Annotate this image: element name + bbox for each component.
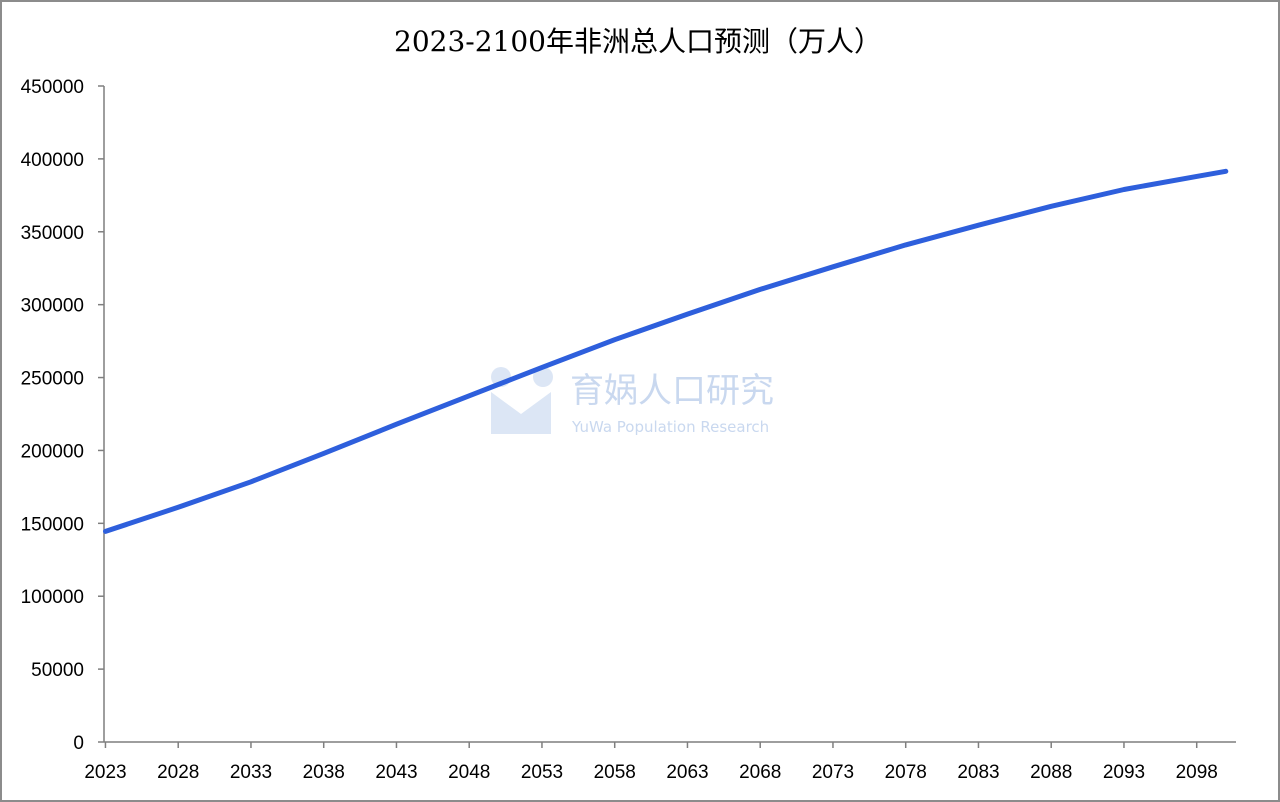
x-tick-label: 2098 (1176, 762, 1218, 783)
y-tick-label: 400000 (21, 150, 84, 171)
x-tick-label: 2063 (666, 762, 708, 783)
x-tick-label: 2068 (739, 762, 781, 783)
x-tick-label: 2053 (521, 762, 563, 783)
watermark: 育娲人口研究 YuWa Population Research (491, 367, 774, 436)
x-tick-label: 2038 (303, 762, 345, 783)
x-tick-label: 2083 (957, 762, 999, 783)
y-tick-label: 450000 (21, 77, 84, 98)
y-tick-label: 100000 (21, 587, 84, 608)
y-tick-label: 150000 (21, 514, 84, 535)
watermark-main-text: 育娲人口研究 (570, 371, 774, 411)
y-tick-label: 250000 (21, 369, 84, 390)
x-tick-label: 2048 (448, 762, 490, 783)
x-tick-labels: 2023 2028 2033 2038 2043 2048 2053 2058 2063 2068… (84, 762, 1218, 783)
series-line-0 (103, 168, 1229, 534)
x-tick-label: 2073 (812, 762, 854, 783)
x-tick-label: 2093 (1103, 762, 1145, 783)
y-tick-label: 300000 (21, 296, 84, 317)
x-tick-label: 2043 (375, 762, 417, 783)
x-tick-label: 2088 (1030, 762, 1072, 783)
x-tick-label: 2078 (885, 762, 927, 783)
x-tick-label: 2033 (230, 762, 272, 783)
y-tick-label: 350000 (21, 223, 84, 244)
y-tick-labels: 0 50000 100000 150000 200000 250000 300000 3500… (21, 77, 84, 754)
series-group (103, 168, 1229, 534)
y-tick-label: 200000 (21, 441, 84, 462)
chart-title: 2023-2100年非洲总人口预测（万人） (394, 25, 882, 58)
x-tick-label: 2058 (594, 762, 636, 783)
y-tick-label: 0 (73, 733, 84, 754)
x-tick-label: 2028 (157, 762, 199, 783)
y-tick-label: 50000 (31, 660, 84, 681)
watermark-sub-text: YuWa Population Research (571, 418, 769, 436)
x-tick-label: 2023 (84, 762, 126, 783)
axes (98, 85, 1236, 748)
